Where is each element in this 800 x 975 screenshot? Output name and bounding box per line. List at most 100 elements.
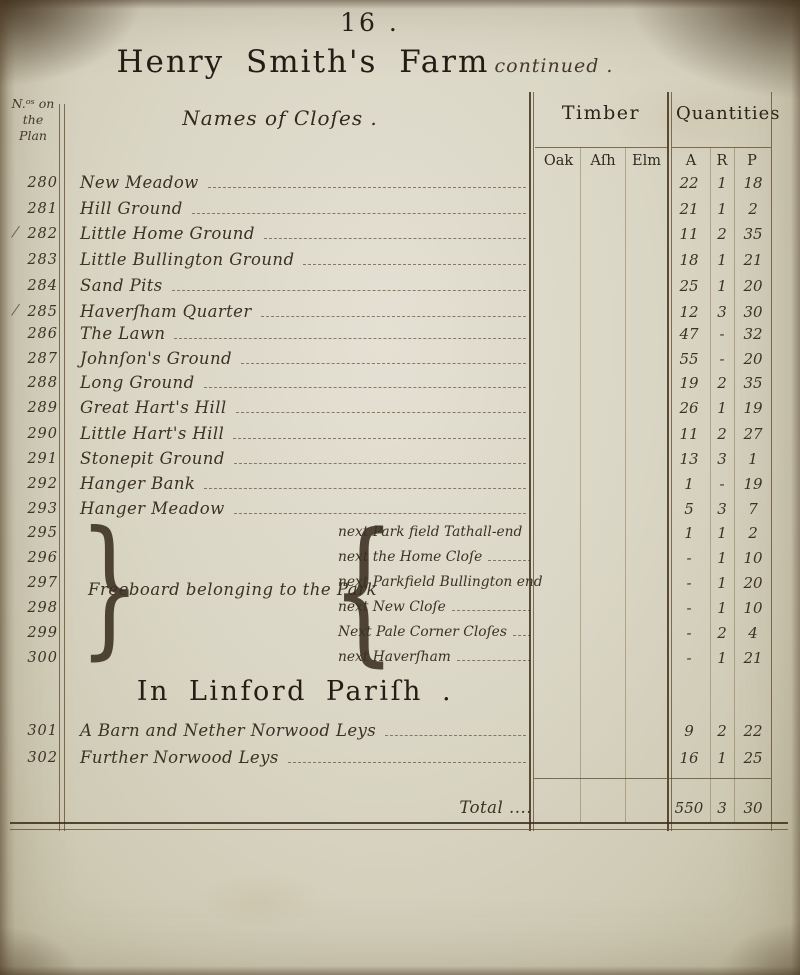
qty-perches: 35	[743, 374, 763, 392]
leader-dashes	[385, 735, 526, 736]
qty-perches: 32	[743, 325, 763, 343]
freeboard-label: Freeboard belonging to the Park	[88, 580, 377, 599]
plan-number: 280	[27, 175, 58, 191]
close-name: Hanger Bank	[80, 473, 528, 495]
freeboard-note: next Haverſham	[338, 647, 531, 667]
qty-perches: 1	[748, 450, 758, 468]
freeboard-qty-row: - 1 21	[0, 647, 800, 671]
qty-roods: 3	[717, 500, 727, 518]
title-continued: continued .	[494, 55, 614, 77]
qty-roods: 2	[717, 722, 727, 740]
close-name: The Lawn	[80, 323, 528, 345]
quantities-subheader-acres: A	[685, 153, 697, 169]
page-title: Henry Smith's Farm continued .	[0, 44, 730, 80]
qty-roods: 1	[717, 599, 727, 617]
plan-number: 301	[27, 723, 58, 739]
qty-roods: 1	[717, 649, 727, 667]
freeboard-qty-row: - 1 10	[0, 597, 800, 621]
plan-number: 300	[27, 650, 58, 666]
freeboard-left-brace: }	[78, 500, 141, 674]
rule-right-edge	[771, 92, 772, 831]
plan-number: 299	[27, 625, 58, 641]
qty-perches: 7	[748, 500, 758, 518]
total-roods: 3	[717, 799, 727, 817]
table-row: 292 Hanger Bank 1 - 19	[0, 473, 800, 497]
close-name-text: Little Hart's Hill	[80, 424, 225, 443]
freeboard-qty-row: - 1 10	[0, 547, 800, 571]
qty-perches: 10	[743, 549, 763, 567]
qty-acres: 26	[679, 399, 699, 417]
table-row: 285 Haverſham Quarter 12 3 30	[0, 301, 800, 325]
close-name: Stonepit Ground	[80, 448, 528, 470]
rule-timber-qty-divider-2	[671, 92, 672, 831]
timber-column-header: Timber	[561, 102, 641, 124]
qty-roods: 1	[717, 251, 727, 269]
plan-number: 296	[27, 550, 58, 566]
qty-acres: 1	[684, 524, 694, 542]
qty-roods: 1	[717, 524, 727, 542]
leader-dashes	[303, 264, 526, 265]
plan-number: 285	[27, 304, 58, 320]
qty-acres: 1	[684, 475, 694, 493]
qty-perches: 25	[743, 749, 763, 767]
rule-names-timber-divider-1	[529, 92, 531, 831]
close-name-text: Johnſon's Ground	[80, 349, 232, 368]
page-edge-top	[0, 0, 800, 9]
total-label: Total ....	[459, 798, 532, 817]
close-name-text: Hanger Meadow	[80, 499, 225, 518]
qty-roods: 2	[717, 425, 727, 443]
qty-acres: 19	[679, 374, 699, 392]
leader-dashes	[233, 513, 526, 514]
qty-perches: 2	[748, 200, 758, 218]
close-name-text: Little Bullington Ground	[80, 250, 295, 269]
leader-dashes	[207, 187, 526, 188]
leader-dashes	[235, 412, 526, 413]
qty-acres: 21	[679, 200, 699, 218]
qty-acres: -	[686, 549, 692, 567]
close-name-text: Great Hart's Hill	[80, 398, 227, 417]
leader-dashes	[512, 635, 531, 636]
qty-acres: -	[686, 574, 692, 592]
close-name: Haverſham Quarter	[80, 301, 528, 323]
qty-acres: 55	[679, 350, 699, 368]
leader-dashes	[171, 290, 526, 291]
freeboard-note-text: next New Cloſe	[338, 599, 446, 615]
qty-roods: 3	[717, 450, 727, 468]
quantities-subheader-roods: R	[716, 153, 728, 169]
rule-plan-divider-1	[59, 104, 60, 831]
page-corner-shadow-bottom-right	[712, 917, 800, 975]
qty-perches: 20	[743, 350, 763, 368]
close-name: Sand Pits	[80, 275, 528, 297]
leader-dashes	[488, 560, 531, 561]
qty-roods: 1	[717, 749, 727, 767]
plan-number: 282	[27, 226, 58, 242]
qty-acres: 11	[679, 225, 699, 243]
qty-acres: -	[686, 599, 692, 617]
leader-dashes	[203, 387, 526, 388]
rule-a-r-divider	[710, 147, 711, 823]
freeboard-qty-row: - 1 20	[0, 572, 800, 596]
close-name-text: Little Home Ground	[80, 224, 255, 243]
rule-under-timber	[535, 147, 667, 148]
table-row: 280 New Meadow 22 1 18	[0, 172, 800, 196]
plan-number: 283	[27, 252, 58, 268]
table-row: 286 The Lawn 47 - 32	[0, 323, 800, 347]
plan-header-line2: Plan	[19, 128, 47, 143]
table-row: 283 Little Bullington Ground 18 1 21	[0, 249, 800, 273]
quantities-column-header: Quantities	[676, 103, 781, 124]
qty-perches: 22	[743, 722, 763, 740]
rule-plan-divider-2	[64, 104, 65, 831]
leader-dashes	[456, 660, 531, 661]
plan-number: 295	[27, 525, 58, 541]
qty-roods: 1	[717, 174, 727, 192]
page-edge-right	[791, 0, 800, 975]
freeboard-note: next Parkfield Bullington end	[338, 572, 543, 592]
close-name: New Meadow	[80, 172, 528, 194]
qty-acres: 25	[679, 277, 699, 295]
table-row: 302 Further Norwood Leys 16 1 25	[0, 747, 800, 771]
freeboard-right-brace: {	[331, 499, 396, 681]
qty-perches: 2	[748, 524, 758, 542]
table-row: 288 Long Ground 19 2 35	[0, 372, 800, 396]
freeboard-note: next the Home Cloſe	[338, 547, 531, 567]
plan-number-header: N.ᵒˢ on the Plan	[2, 96, 64, 144]
